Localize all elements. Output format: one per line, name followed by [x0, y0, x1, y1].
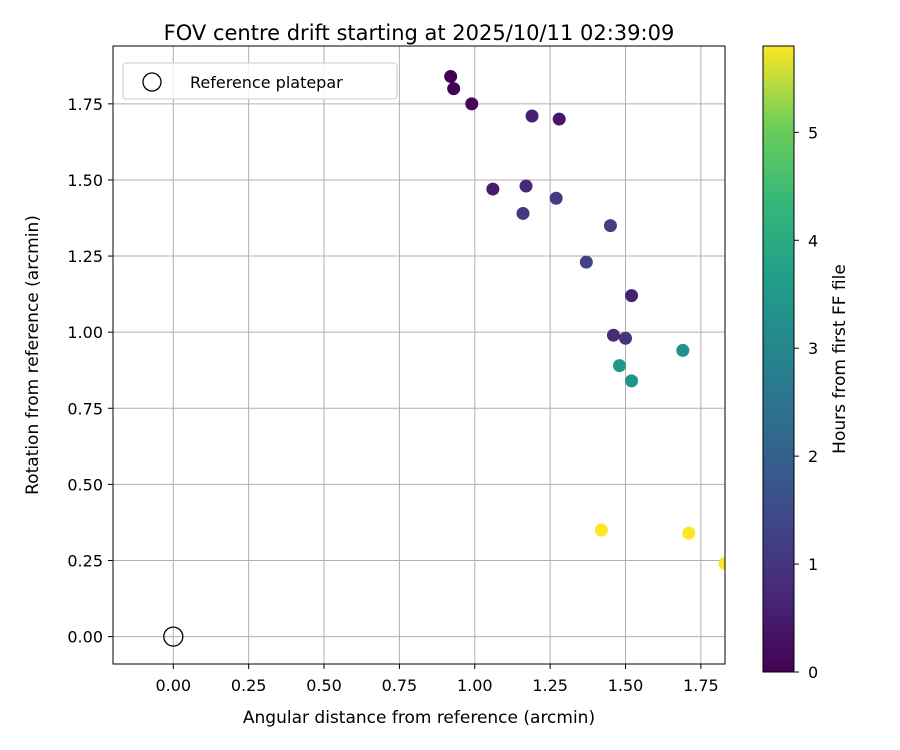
scatter-point [718, 557, 725, 571]
scatter-point [465, 97, 479, 111]
scatter-point [676, 343, 690, 357]
y-axis-ticks: 0.00 0.25 0.50 0.75 1.00 1.25 1.50 1.75 [67, 95, 113, 647]
scatter-point [625, 374, 639, 388]
y-tick-label: 0.75 [67, 399, 103, 418]
colorbar-tick-label: 4 [808, 231, 818, 250]
scatter-point [549, 191, 563, 205]
legend: Reference platepar [122, 62, 398, 100]
colorbar-tick-label: 2 [808, 447, 818, 466]
scatter-point [486, 182, 500, 196]
legend-marker [142, 72, 162, 92]
scatter-point [606, 328, 620, 342]
legend-label: Reference platepar [190, 73, 343, 92]
x-tick-label: 0.00 [155, 676, 191, 695]
colorbar-gradient [762, 45, 795, 673]
scatter-point [612, 359, 626, 373]
x-tick-label: 1.75 [683, 676, 719, 695]
y-tick-label: 1.50 [67, 171, 103, 190]
colorbar-label: Hours from first FF file [830, 264, 850, 454]
scatter-point [625, 289, 639, 303]
colorbar-tick-label: 3 [808, 339, 818, 358]
y-tick-label: 0.25 [67, 551, 103, 570]
scatter-point [619, 331, 633, 345]
colorbar: 0 1 2 3 4 5 Hours from first FF file [762, 45, 850, 682]
x-axis-ticks: 0.00 0.25 0.50 0.75 1.00 1.25 1.50 1.75 [155, 664, 719, 695]
y-tick-label: 1.00 [67, 323, 103, 342]
y-axis-label: Rotation from reference (arcmin) [23, 215, 43, 495]
scatter-point [552, 112, 566, 126]
x-tick-label: 1.00 [457, 676, 493, 695]
colorbar-tick-label: 0 [808, 663, 818, 682]
y-tick-label: 1.75 [67, 95, 103, 114]
scatter-point [519, 179, 533, 193]
x-tick-label: 1.25 [532, 676, 568, 695]
plot-area-frame [112, 45, 726, 665]
x-tick-label: 0.25 [231, 676, 267, 695]
grid-lines [113, 46, 725, 664]
colorbar-tick-label: 1 [808, 555, 818, 574]
x-tick-label: 0.75 [382, 676, 418, 695]
scatter-point [579, 255, 593, 269]
y-tick-label: 0.00 [67, 628, 103, 647]
scatter-point [444, 69, 458, 83]
reference-platepar-point [163, 626, 184, 647]
x-tick-label: 0.50 [306, 676, 342, 695]
scatter-point [594, 523, 608, 537]
scatter-point [516, 206, 530, 220]
x-tick-label: 1.50 [608, 676, 644, 695]
scatter-point [525, 109, 539, 123]
scatter-point [603, 219, 617, 233]
scatter-point [682, 526, 696, 540]
scatter-point [447, 82, 461, 96]
y-tick-label: 0.50 [67, 475, 103, 494]
colorbar-tick-label: 5 [808, 123, 818, 142]
scatter-points [163, 69, 725, 647]
x-axis-label: Angular distance from reference (arcmin) [243, 708, 595, 728]
chart-title: FOV centre drift starting at 2025/10/11 … [164, 21, 675, 45]
colorbar-ticks: 0 1 2 3 4 5 [794, 123, 818, 682]
y-tick-label: 1.25 [67, 247, 103, 266]
legend-box [122, 62, 398, 100]
